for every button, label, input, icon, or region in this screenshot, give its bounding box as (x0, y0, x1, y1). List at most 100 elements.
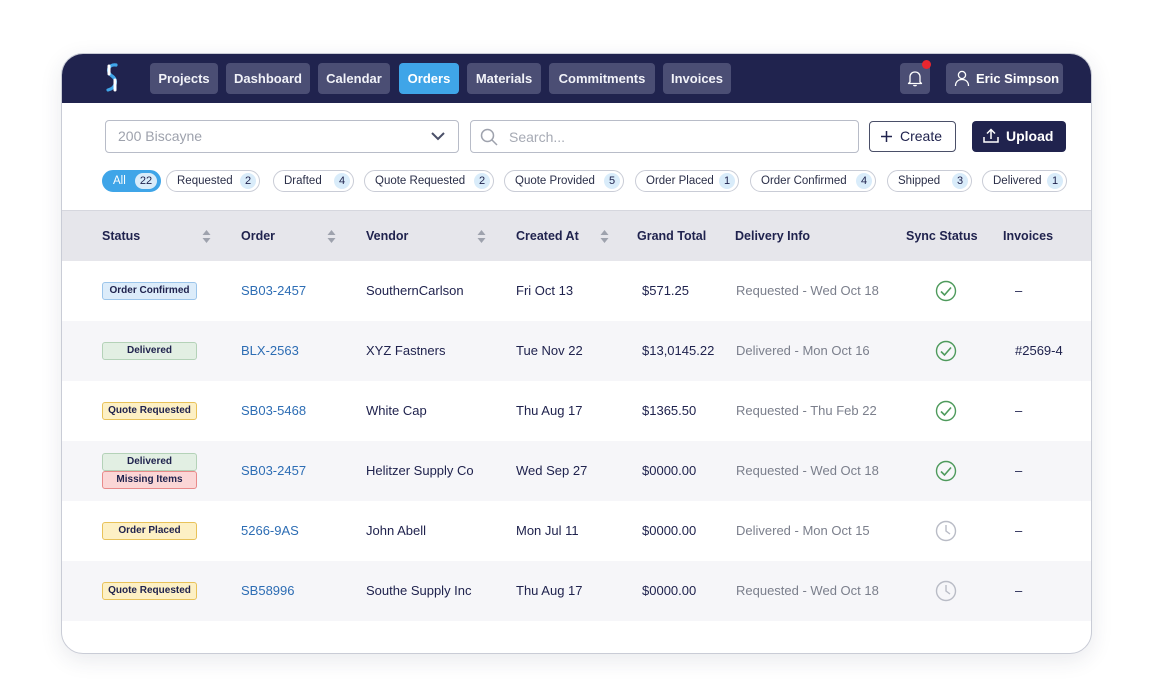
filter-chip-delivered[interactable]: Delivered 1 (982, 170, 1067, 192)
table-row[interactable]: Order Confirmed SB03-2457 SouthernCarlso… (62, 261, 1091, 321)
sort-icon[interactable] (477, 229, 486, 244)
nav-commitments[interactable]: Commitments (549, 63, 655, 94)
nav-calendar[interactable]: Calendar (318, 63, 390, 94)
table-header: Status Order Vendor Created At Grand Tot… (62, 210, 1091, 261)
user-icon (954, 70, 970, 87)
nav-invoices[interactable]: Invoices (663, 63, 731, 94)
delivery-info-cell: Delivered - Mon Oct 15 (736, 523, 870, 538)
created-at-cell: Thu Aug 17 (516, 403, 583, 418)
vendor-cell: John Abell (366, 523, 426, 538)
filter-chip-label: Quote Requested (375, 175, 466, 187)
upload-button[interactable]: Upload (972, 121, 1066, 152)
table-row[interactable]: Quote Requested SB58996 Southe Supply In… (62, 561, 1091, 621)
delivery-info-cell: Requested - Wed Oct 18 (736, 583, 879, 598)
column-header-status[interactable]: Status (102, 229, 141, 243)
delivery-info-cell: Delivered - Mon Oct 16 (736, 343, 870, 358)
grand-total-cell: $571.25 (642, 283, 689, 298)
filter-chip-shipped[interactable]: Shipped 3 (887, 170, 972, 192)
nav-orders[interactable]: Orders (399, 63, 459, 94)
created-at-cell: Wed Sep 27 (516, 463, 588, 478)
filter-chip-count: 3 (952, 173, 968, 189)
grand-total-cell: $0000.00 (642, 463, 697, 478)
table-row[interactable]: Order Placed 5266-9AS John Abell Mon Jul… (62, 501, 1091, 561)
order-link[interactable]: SB03-2457 (241, 283, 307, 298)
order-link[interactable]: SB03-2457 (241, 463, 307, 478)
search-input[interactable] (509, 126, 839, 147)
clock-icon (935, 520, 957, 542)
nav-projects[interactable]: Projects (150, 63, 218, 94)
check-circle-icon (935, 340, 957, 362)
filter-chip-label: Order Confirmed (761, 175, 847, 187)
filter-chip-label: Delivered (993, 175, 1042, 187)
upload-icon (983, 128, 999, 143)
filter-chip-count: 2 (240, 173, 256, 189)
invoice-link[interactable]: #2569-4 (1015, 343, 1063, 358)
filter-chip-quote-provided[interactable]: Quote Provided 5 (504, 170, 624, 192)
filter-chip-quote-requested[interactable]: Quote Requested 2 (364, 170, 494, 192)
created-at-cell: Mon Jul 11 (516, 523, 579, 538)
clock-icon (935, 580, 957, 602)
table-row[interactable]: Quote Requested SB03-5468 White Cap Thu … (62, 381, 1091, 441)
status-badge: Delivered (102, 342, 197, 360)
order-link[interactable]: BLX-2563 (241, 343, 299, 358)
project-select[interactable]: 200 Biscayne (105, 120, 459, 153)
filter-chip-count: 2 (474, 173, 490, 189)
grand-total-cell: $1365.50 (642, 403, 697, 418)
invoice-cell: – (1015, 583, 1023, 598)
notifications-button[interactable] (900, 60, 931, 94)
nav-materials[interactable]: Materials (467, 63, 541, 94)
filter-chip-order-placed[interactable]: Order Placed 1 (635, 170, 739, 192)
create-button[interactable]: Create (869, 121, 956, 152)
filter-chip-count: 22 (135, 173, 157, 189)
vendor-cell: SouthernCarlson (366, 283, 464, 298)
column-header-grand-total: Grand Total (637, 229, 707, 243)
search-icon (480, 128, 498, 146)
status-badge: Quote Requested (102, 582, 197, 600)
filter-chip-label: Drafted (284, 175, 322, 187)
created-at-cell: Tue Nov 22 (516, 343, 583, 358)
column-header-sync-status: Sync Status (906, 229, 978, 243)
chevron-down-icon (431, 132, 445, 141)
table-row[interactable]: Delivered BLX-2563 XYZ Fastners Tue Nov … (62, 321, 1091, 381)
filter-chip-count: 1 (1047, 173, 1063, 189)
order-link[interactable]: SB03-5468 (241, 403, 307, 418)
plus-icon (881, 131, 892, 142)
nav-dashboard[interactable]: Dashboard (226, 63, 310, 94)
filter-chip-label: Requested (177, 175, 233, 187)
invoice-cell: – (1015, 403, 1023, 418)
logo-icon (106, 63, 118, 92)
column-header-invoices: Invoices (1003, 229, 1054, 243)
delivery-info-cell: Requested - Wed Oct 18 (736, 283, 879, 298)
check-circle-icon (935, 400, 957, 422)
column-header-delivery-info: Delivery Info (735, 229, 811, 243)
column-header-created-at[interactable]: Created At (516, 229, 579, 243)
filter-chip-count: 4 (334, 173, 350, 189)
order-link[interactable]: SB58996 (241, 583, 295, 598)
status-badge: Quote Requested (102, 402, 197, 420)
filter-chip-count: 1 (719, 173, 735, 189)
column-header-order[interactable]: Order (241, 229, 276, 243)
filter-chip-order-confirmed[interactable]: Order Confirmed 4 (750, 170, 876, 192)
filter-chip-count: 4 (856, 173, 872, 189)
bell-icon (907, 71, 923, 87)
vendor-cell: XYZ Fastners (366, 343, 446, 358)
invoice-cell: – (1015, 283, 1023, 298)
user-menu-button[interactable]: Eric Simpson (946, 63, 1063, 94)
grand-total-cell: $13,0145.22 (642, 343, 715, 358)
search-box (470, 120, 859, 153)
filter-chip-all[interactable]: All 22 (102, 170, 161, 192)
vendor-cell: Helitzer Supply Co (366, 463, 474, 478)
sort-icon[interactable] (202, 229, 211, 244)
sort-icon[interactable] (600, 229, 609, 244)
order-link[interactable]: 5266-9AS (241, 523, 299, 538)
delivery-info-cell: Requested - Thu Feb 22 (736, 403, 877, 418)
filter-chip-label: Quote Provided (515, 175, 595, 187)
column-header-vendor[interactable]: Vendor (366, 229, 409, 243)
table-row[interactable]: Delivered Missing Items SB03-2457 Helitz… (62, 441, 1091, 501)
invoice-cell: – (1015, 463, 1023, 478)
filter-chip-drafted[interactable]: Drafted 4 (273, 170, 354, 192)
user-name: Eric Simpson (976, 71, 1060, 86)
sort-icon[interactable] (327, 229, 336, 244)
status-badge: Order Confirmed (102, 282, 197, 300)
filter-chip-requested[interactable]: Requested 2 (166, 170, 260, 192)
